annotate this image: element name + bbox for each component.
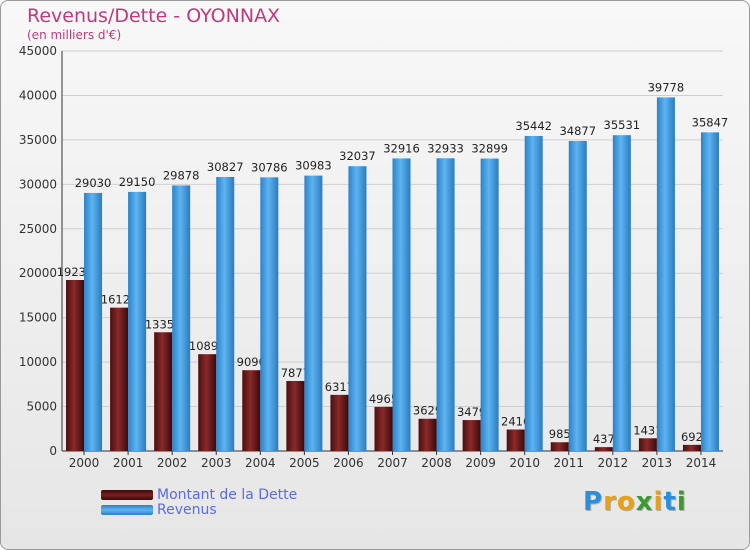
bar-dette	[506, 429, 525, 451]
data-label-dette: 3629	[413, 404, 442, 418]
bar-dette	[594, 447, 613, 451]
bar-dette	[682, 444, 701, 451]
bar-revenus	[568, 140, 587, 451]
x-tick-label: 2002	[157, 456, 188, 470]
y-tick-label: 25000	[19, 222, 57, 236]
x-tick-label: 2006	[333, 456, 364, 470]
data-label-revenus: 30827	[207, 160, 244, 174]
x-tick-label: 2003	[201, 456, 232, 470]
bar-dette	[154, 332, 173, 451]
bar-revenus	[524, 135, 543, 451]
bar-dette	[66, 279, 85, 451]
x-tick-label: 2005	[289, 456, 320, 470]
legend-label-dette: Montant de la Dette	[157, 487, 298, 503]
y-tick-label: 30000	[19, 177, 57, 191]
logo-letter: x	[635, 487, 654, 517]
logo-letter: o	[616, 487, 636, 517]
data-label-dette: 9090	[237, 355, 266, 369]
bar-dette	[242, 370, 261, 451]
data-label-revenus: 35847	[692, 115, 729, 129]
bar-revenus	[260, 177, 279, 451]
data-label-dette: 1431	[633, 423, 662, 437]
x-tick-label: 2014	[686, 456, 717, 470]
bar-revenus	[436, 158, 455, 452]
bar-dette	[418, 418, 437, 451]
bar-revenus	[84, 192, 103, 451]
bar-dette	[462, 420, 481, 451]
bar-revenus	[348, 166, 367, 451]
bar-revenus	[172, 185, 191, 451]
bar-revenus	[304, 175, 323, 451]
logo-letter: P	[583, 487, 604, 517]
data-label-revenus: 29150	[119, 175, 156, 189]
y-tick-label: 35000	[19, 133, 57, 147]
bar-revenus	[612, 135, 631, 451]
data-label-dette: 7877	[281, 366, 310, 380]
x-tick-label: 2004	[245, 456, 276, 470]
y-tick-label: 45000	[19, 44, 57, 58]
bar-revenus	[480, 158, 499, 451]
x-tick-label: 2008	[421, 456, 452, 470]
legend-swatch-dette	[101, 490, 153, 500]
data-label-dette: 6317	[325, 380, 354, 394]
y-tick-label: 5000	[26, 400, 57, 414]
bar-revenus	[656, 97, 675, 451]
data-label-revenus: 30786	[251, 160, 288, 174]
bar-dette	[330, 394, 349, 451]
x-tick-label: 2007	[377, 456, 408, 470]
bar-revenus	[216, 176, 235, 451]
x-tick-label: 2000	[69, 456, 100, 470]
logo-letter: t	[663, 487, 677, 517]
logo-letter: i	[676, 487, 687, 517]
data-label-dette: 4965	[369, 392, 398, 406]
bar-dette	[286, 380, 305, 451]
y-tick-label: 40000	[19, 88, 57, 102]
bar-dette	[638, 438, 657, 451]
bar-revenus	[700, 132, 719, 452]
data-label-revenus: 32933	[427, 141, 464, 155]
data-label-revenus: 34877	[559, 124, 596, 138]
y-tick-label: 15000	[19, 311, 57, 325]
y-tick-label: 0	[49, 444, 57, 458]
data-label-revenus: 35531	[604, 118, 641, 132]
bar-dette	[550, 442, 569, 451]
y-tick-label: 10000	[19, 355, 57, 369]
data-label-dette: 3479	[457, 405, 486, 419]
legend-swatch-revenus	[101, 505, 153, 515]
bar-dette	[198, 354, 217, 451]
data-label-dette: 437	[593, 432, 615, 446]
bar-revenus	[392, 158, 411, 451]
data-label-revenus: 29030	[75, 176, 112, 190]
legend-item-revenus: Revenus	[101, 502, 217, 518]
proxiti-logo: Proxiti	[583, 487, 687, 517]
x-tick-label: 2010	[509, 456, 540, 470]
logo-letter: r	[603, 487, 617, 517]
data-label-revenus: 35442	[515, 119, 552, 133]
data-label-dette: 985	[549, 427, 571, 441]
logo-letter: i	[653, 487, 664, 517]
bar-dette	[110, 307, 129, 451]
data-label-revenus: 39778	[648, 80, 685, 94]
data-label-revenus: 32899	[471, 142, 508, 156]
data-label-revenus: 30983	[295, 159, 332, 173]
data-label-dette: 2416	[501, 415, 530, 429]
data-label-revenus: 29878	[163, 168, 200, 182]
y-tick-label: 20000	[19, 266, 57, 280]
x-tick-label: 2001	[113, 456, 144, 470]
bar-revenus	[128, 191, 147, 451]
legend-label-revenus: Revenus	[157, 502, 217, 518]
data-label-revenus: 32916	[383, 141, 420, 155]
data-label-dette: 692	[681, 430, 703, 444]
chart-title: Revenus/Dette - OYONNAX	[27, 5, 281, 27]
x-tick-label: 2013	[642, 456, 673, 470]
x-tick-label: 2009	[465, 456, 496, 470]
x-tick-label: 2011	[553, 456, 584, 470]
data-label-revenus: 32037	[339, 149, 376, 163]
bar-dette	[374, 406, 393, 451]
legend-item-dette: Montant de la Dette	[101, 487, 297, 503]
chart-subtitle: (en milliers d'€)	[27, 28, 122, 42]
x-tick-label: 2012	[598, 456, 629, 470]
